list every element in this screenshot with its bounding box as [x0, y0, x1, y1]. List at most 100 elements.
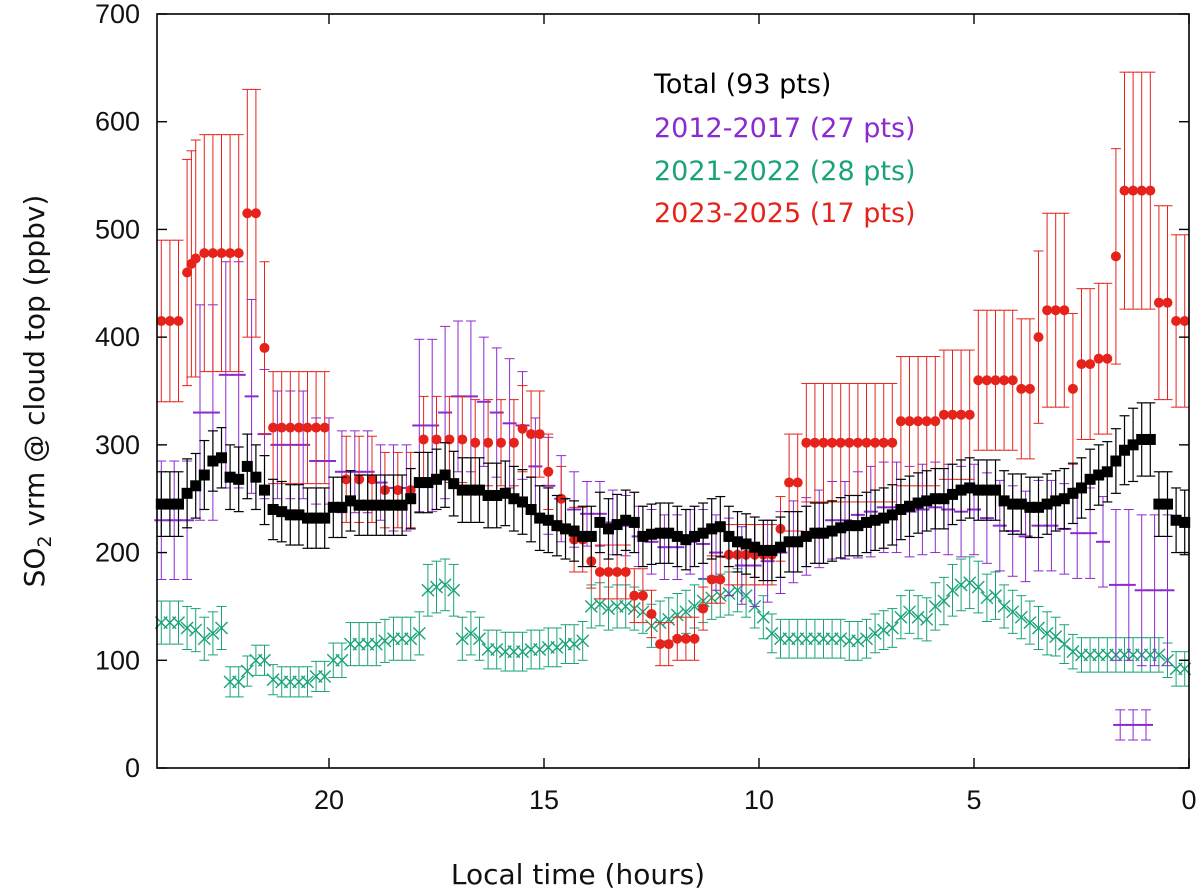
- data-point: [981, 484, 993, 496]
- data-point: [457, 434, 468, 445]
- data-point: [439, 469, 451, 481]
- data-point: [937, 594, 951, 608]
- data-point: [1032, 621, 1045, 635]
- data-point: [913, 416, 924, 427]
- data-point: [482, 489, 494, 501]
- data-point: [341, 474, 352, 485]
- data-point: [947, 488, 958, 500]
- y-tick-label: 200: [95, 538, 140, 568]
- data-point: [378, 634, 392, 648]
- data-point: [706, 523, 718, 535]
- data-point: [670, 608, 684, 622]
- data-point: [335, 653, 349, 667]
- data-point: [199, 248, 210, 259]
- data-point: [405, 493, 417, 505]
- data-point: [1024, 383, 1035, 394]
- data-point: [172, 616, 185, 630]
- data-point: [646, 528, 657, 540]
- data-point: [775, 541, 786, 553]
- data-point: [715, 574, 726, 585]
- data-point: [412, 626, 426, 640]
- data-point: [801, 437, 812, 448]
- data-point: [1007, 498, 1019, 510]
- data-point: [620, 566, 631, 577]
- data-point: [496, 437, 506, 448]
- data-point: [1136, 433, 1148, 445]
- data-point: [662, 612, 676, 626]
- y-tick-label: 0: [125, 753, 140, 783]
- data-point: [311, 422, 322, 433]
- data-point: [180, 621, 194, 635]
- data-point: [1050, 495, 1062, 507]
- data-point: [930, 416, 941, 427]
- data-point: [998, 495, 1010, 507]
- data-point: [276, 506, 288, 518]
- data-point: [198, 469, 210, 481]
- data-point: [783, 536, 795, 548]
- legend-entry-2021-2022: 2021-2022 (28 pts): [654, 156, 916, 187]
- data-point: [367, 474, 377, 485]
- data-point: [164, 315, 175, 326]
- data-point: [997, 599, 1011, 613]
- data-point: [464, 626, 478, 640]
- data-point: [319, 512, 331, 524]
- y-axis-label-sub: 2: [34, 535, 56, 547]
- data-point: [543, 466, 554, 477]
- data-point: [474, 484, 485, 496]
- data-point: [276, 422, 287, 433]
- data-point: [920, 612, 934, 626]
- data-point: [861, 437, 872, 448]
- data-point: [869, 514, 881, 526]
- data-point: [956, 409, 967, 420]
- data-point: [740, 538, 752, 550]
- data-point: [189, 623, 203, 637]
- data-point: [483, 437, 494, 448]
- data-point: [584, 599, 598, 613]
- data-point: [602, 602, 615, 616]
- data-point: [430, 580, 443, 594]
- data-point: [757, 544, 769, 556]
- data-point: [396, 499, 408, 511]
- data-point: [851, 634, 865, 648]
- data-point: [835, 522, 847, 534]
- data-point: [233, 473, 245, 485]
- data-point: [240, 664, 254, 678]
- data-point: [1023, 616, 1037, 630]
- data-point: [843, 520, 855, 532]
- data-point: [629, 590, 640, 601]
- data-point: [877, 623, 891, 637]
- data-point: [680, 633, 691, 644]
- data-point: [723, 530, 735, 542]
- data-point: [818, 437, 829, 448]
- data-point: [973, 375, 984, 386]
- data-point: [431, 434, 442, 445]
- data-point: [233, 248, 244, 259]
- data-point: [516, 645, 529, 659]
- y-axis-label-post: vrm @ cloud top (ppbv): [18, 195, 51, 536]
- data-point: [473, 632, 486, 646]
- data-point: [1136, 185, 1147, 196]
- data-point: [663, 639, 674, 650]
- data-point: [1093, 469, 1105, 481]
- data-point: [499, 487, 511, 499]
- data-point: [1179, 516, 1191, 528]
- data-point: [1093, 353, 1104, 364]
- x-tick-label: 5: [966, 785, 981, 815]
- data-point: [1058, 493, 1070, 505]
- data-point: [912, 497, 924, 509]
- data-point: [894, 610, 908, 624]
- data-point: [421, 583, 435, 597]
- data-point: [577, 530, 589, 542]
- data-point: [1024, 501, 1036, 513]
- data-point: [182, 267, 193, 278]
- data-point: [207, 248, 218, 259]
- data-point: [345, 495, 356, 507]
- data-point: [422, 477, 434, 489]
- data-point: [268, 422, 279, 433]
- y-tick-label: 600: [95, 107, 140, 137]
- data-point: [698, 603, 709, 614]
- data-point: [526, 429, 537, 440]
- data-point: [1101, 466, 1113, 478]
- data-point: [585, 530, 597, 542]
- data-point: [225, 248, 236, 259]
